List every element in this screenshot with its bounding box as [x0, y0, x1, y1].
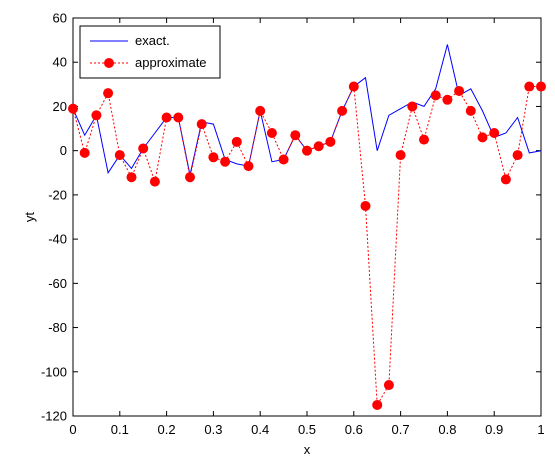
data-point [512, 150, 523, 161]
data-point [231, 136, 242, 147]
x-tick-label: 0.8 [438, 422, 456, 437]
data-point [489, 127, 500, 138]
y-axis-label: yt [22, 212, 37, 223]
data-point [126, 172, 137, 183]
data-point [454, 85, 465, 96]
legend-label-approximate: approximate [135, 55, 207, 70]
data-point [430, 90, 441, 101]
data-point [442, 94, 453, 105]
y-tick-label: -60 [48, 276, 67, 291]
data-point [185, 172, 195, 183]
x-tick-label: 0.5 [298, 422, 316, 437]
data-point [161, 112, 172, 123]
y-tick-label: -40 [48, 232, 67, 247]
data-point [173, 112, 184, 123]
legend: exact. approximate [79, 25, 221, 79]
y-tick-label: -120 [41, 409, 67, 424]
y-tick-label: 20 [53, 99, 67, 114]
data-point [313, 141, 324, 152]
legend-box [79, 25, 221, 79]
data-point [524, 81, 535, 92]
x-tick-label: 1 [537, 422, 544, 437]
data-point [278, 154, 289, 165]
data-point [465, 105, 476, 116]
data-point [337, 105, 348, 116]
data-point [302, 145, 312, 156]
series-line-approximate [72, 84, 541, 407]
data-point [266, 127, 277, 138]
data-point [383, 380, 394, 391]
x-tick-label: 0.1 [111, 422, 129, 437]
data-point [500, 174, 511, 185]
data-point [325, 136, 336, 147]
data-point [149, 176, 160, 187]
y-tick-label: -100 [41, 364, 67, 379]
y-tick-label: 40 [53, 55, 67, 70]
data-point [372, 399, 383, 410]
plot-area [72, 17, 542, 417]
data-point [536, 81, 546, 92]
y-tick-label: -20 [48, 187, 67, 202]
data-point [220, 156, 231, 167]
data-point [419, 134, 429, 145]
data-point [79, 147, 90, 158]
x-tick-label: 0.4 [251, 422, 269, 437]
data-point [243, 161, 254, 172]
y-tick-label: -80 [48, 320, 67, 335]
legend-label-exact: exact. [135, 33, 170, 48]
legend-marker-approximate [104, 58, 114, 68]
x-tick-label: 0.6 [345, 422, 363, 437]
data-point [407, 101, 418, 112]
x-axis: 0 0.1 0.2 0.3 0.4 0.5 0.6 0.7 0.8 0.9 1 [69, 18, 545, 437]
y-tick-label: 0 [60, 143, 67, 158]
data-point [196, 119, 207, 130]
data-point [477, 132, 488, 143]
data-point [360, 200, 371, 211]
x-tick-label: 0 [69, 422, 76, 437]
x-tick-label: 0.3 [204, 422, 222, 437]
y-tick-label: 60 [53, 11, 67, 26]
data-point [348, 81, 359, 92]
data-point [91, 110, 102, 121]
y-axis: 60 40 20 0 -20 -40 -60 -80 -100 -120 [41, 11, 541, 424]
data-point [103, 88, 114, 99]
data-point [255, 105, 266, 116]
data-point [114, 150, 125, 161]
data-point [395, 150, 406, 161]
x-axis-label: x [304, 442, 311, 457]
x-tick-label: 0.7 [392, 422, 410, 437]
data-point [138, 143, 149, 154]
series-layer [68, 44, 546, 410]
x-tick-label: 0.9 [485, 422, 503, 437]
data-point [290, 130, 301, 141]
data-point [208, 152, 219, 163]
data-point [68, 103, 78, 114]
x-tick-label: 0.2 [158, 422, 176, 437]
